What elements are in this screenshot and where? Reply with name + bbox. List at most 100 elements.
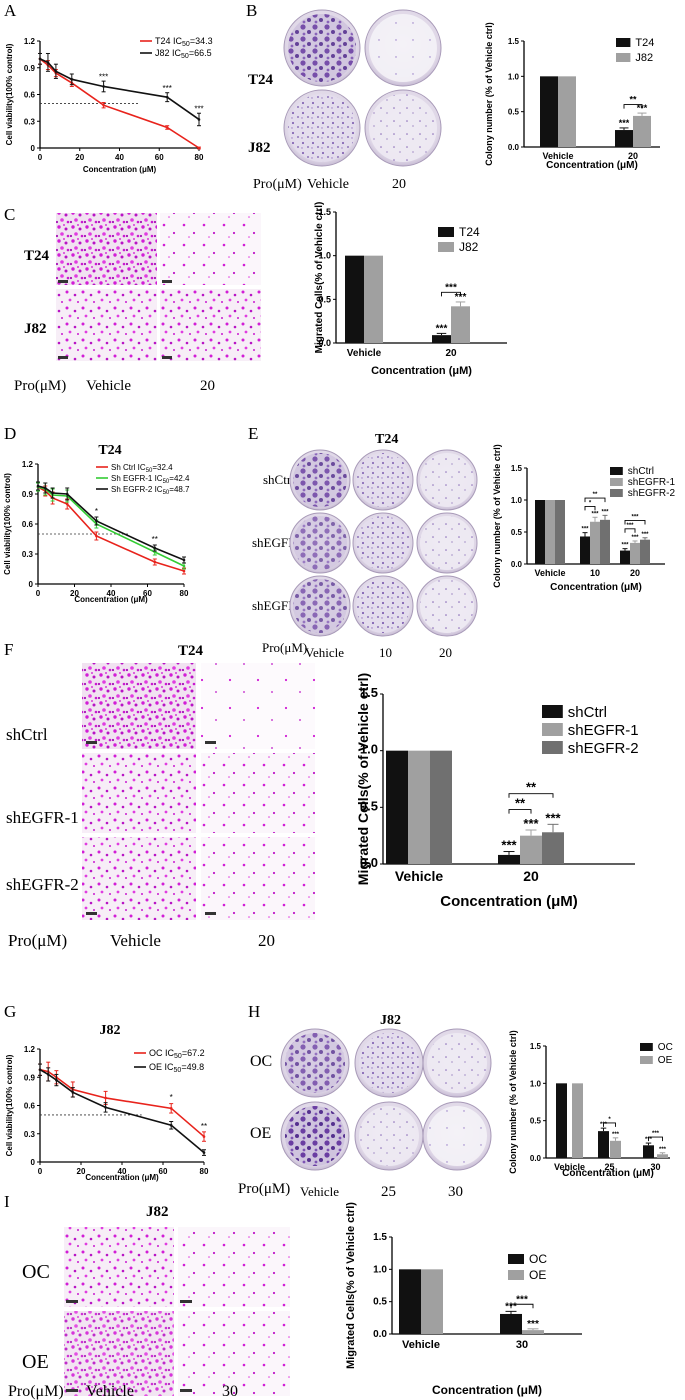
significance-mark: *** [99, 72, 108, 81]
significance-mark: *** [501, 838, 517, 853]
y-axis-label: Migrated Cells(% of Vehicle ctrl) [314, 202, 325, 354]
comparison-bracket [441, 291, 461, 297]
legend-subscript: 50 [146, 468, 153, 474]
y-tick-label: 0 [31, 144, 36, 153]
row-label: J82 [248, 140, 271, 156]
y-tick-label: 0.6 [24, 1102, 36, 1111]
row-label: OE [250, 1125, 271, 1142]
data-point [153, 546, 157, 550]
pro-label: Pro(μM) [238, 1181, 290, 1197]
y-axis-label: Cell viability(100% control) [5, 1054, 14, 1156]
significance-mark: *** [591, 511, 599, 517]
category-label: Vehicle [395, 868, 443, 884]
bar [520, 835, 542, 864]
legend-series-name: Sh EGFR-2 [111, 485, 153, 494]
significance-mark: ** [629, 95, 637, 105]
data-point [102, 103, 105, 107]
legend-equals: = [181, 1062, 186, 1072]
data-point [104, 1096, 107, 1100]
condition-label: 20 [392, 177, 406, 192]
colony-stain [359, 1033, 419, 1093]
colony-stain [356, 453, 410, 507]
chart-g: 0 0.3 0.6 0.9 1.2 Cell viability(100% control… [5, 1023, 209, 1182]
legend-equals: = [169, 485, 174, 494]
migration-image [201, 837, 315, 920]
y-axis-label: Migrated Cells(% of Vehicle ctrl) [355, 673, 371, 885]
colony-stain [288, 14, 356, 82]
data-point [202, 1151, 206, 1154]
colony-stain [369, 94, 437, 162]
legend-series-name: T24 [155, 36, 171, 46]
y-tick-label: 1.5 [530, 1042, 542, 1051]
scale-bar [66, 1300, 78, 1303]
x-axis-label: Concentration (μM) [83, 165, 157, 174]
x-tick-label: 0 [38, 153, 43, 162]
legend-label: J82 IC50=66.5 [155, 48, 212, 60]
category-label: Vehicle [347, 348, 382, 359]
significance-mark: *** [163, 84, 172, 93]
y-tick-label: 0 [29, 580, 34, 589]
y-tick-label: 0.9 [22, 490, 34, 499]
x-tick-label: 40 [107, 589, 116, 598]
y-tick-label: 0.0 [511, 560, 523, 569]
comparison-bracket [623, 104, 643, 109]
scale-bar [58, 280, 68, 283]
comparison-bracket [624, 520, 646, 525]
legend-series-name: Sh Ctrl [111, 463, 136, 472]
comparison-bracket [508, 793, 554, 798]
condition-label: Vehicle [86, 378, 131, 394]
legend-label: OE [658, 1055, 673, 1066]
significance-mark: *** [194, 104, 203, 113]
y-tick-label: 0.5 [511, 528, 523, 537]
panel-letter-i: I [4, 1192, 10, 1211]
category-label: 20 [445, 348, 457, 359]
significance-mark: *** [631, 514, 639, 520]
data-point [55, 1078, 58, 1082]
legend-equals: = [190, 36, 195, 46]
legend-label: OE [529, 1268, 546, 1282]
y-tick-label: 0.5 [373, 1297, 387, 1308]
y-tick-label: 1.2 [24, 37, 36, 46]
legend-swatch [542, 741, 563, 754]
bar [633, 115, 651, 147]
data-point [182, 558, 186, 562]
data-point [71, 1091, 75, 1094]
y-tick-label: 0.3 [22, 550, 34, 559]
colony-stain [420, 516, 474, 570]
data-point [46, 61, 50, 64]
condition-label: Vehicle [110, 931, 161, 950]
migration-image [160, 289, 261, 361]
category-label: 20 [628, 151, 638, 161]
y-tick-label: 1.5 [373, 1232, 387, 1243]
y-tick-label: 1.5 [318, 207, 331, 217]
migration-image [201, 753, 315, 833]
significance-mark: *** [641, 532, 649, 538]
significance-mark: *** [527, 1319, 539, 1330]
legend-swatch [438, 227, 454, 237]
legend-label: OC [529, 1252, 547, 1266]
y-axis-label: Colony number (% of Vehicle ctrl) [484, 22, 494, 166]
chart-i: 0.0 0.5 1.0 1.5 Migrated Cells(% of Vehicle … [345, 1202, 582, 1397]
condition-label: 25 [381, 1184, 396, 1200]
x-tick-label: 80 [195, 153, 204, 162]
legend-label: OC IC50=67.2 [149, 1048, 205, 1060]
y-tick-label: 0.3 [24, 117, 36, 126]
legend-equals: = [182, 1048, 187, 1058]
category-label: 20 [630, 568, 640, 578]
y-tick-label: 1.2 [22, 460, 34, 469]
row-label: shEGFR-1 [6, 808, 79, 827]
legend-label: shEGFR-1 [628, 477, 676, 488]
legend-swatch [640, 1043, 653, 1051]
scale-bar [162, 280, 172, 283]
x-tick-label: 40 [118, 1167, 127, 1176]
chart-a: 0 0.3 0.6 0.9 1.2 Cell viability(100% control… [5, 36, 213, 174]
significance-mark: *** [545, 810, 561, 825]
pro-label: Pro(μM) [8, 931, 67, 950]
panel-letter-f: F [4, 640, 13, 659]
migration-image [82, 753, 196, 833]
comparison-bracket [603, 1122, 616, 1127]
y-tick-label: 0.0 [530, 1154, 542, 1163]
x-tick-label: 60 [143, 589, 152, 598]
legend-label: T24 [459, 225, 480, 239]
significance-mark: *** [445, 282, 457, 293]
